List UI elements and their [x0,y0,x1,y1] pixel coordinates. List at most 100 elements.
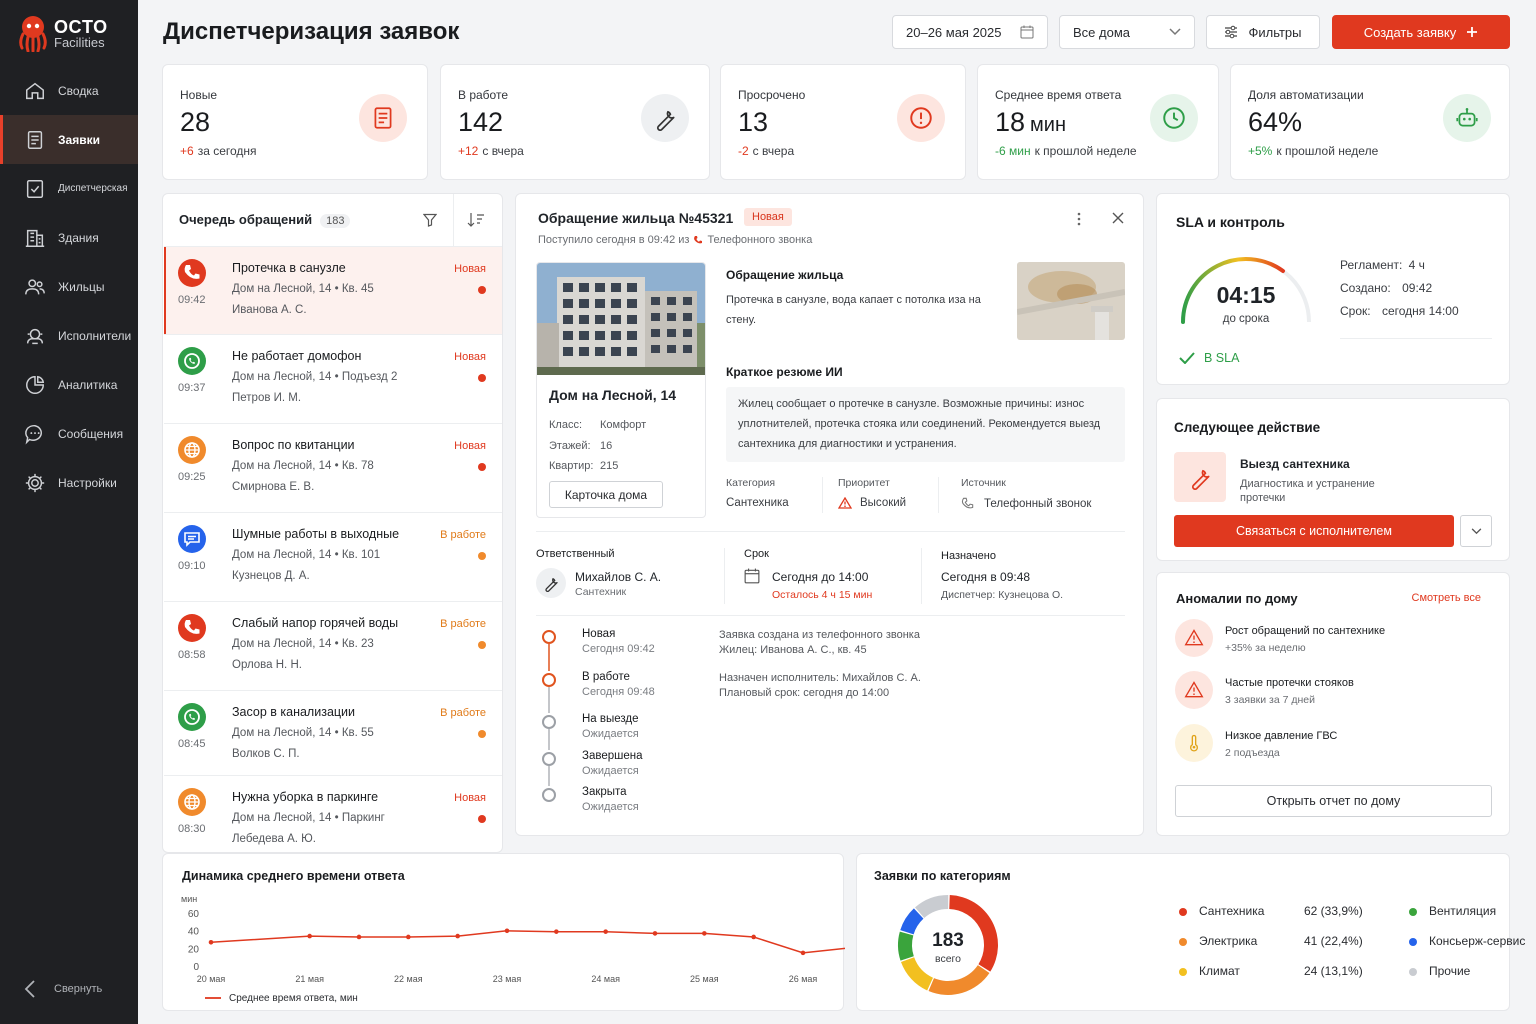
queue-item[interactable]: 08:45 Засор в канализации Дом на Лесной, 1… [164,690,502,775]
checklist-icon [26,179,44,198]
building-photo [537,263,705,375]
queue-item[interactable]: 09:42 Протечка в санузле Дом на Лесной, 14… [164,246,502,334]
data-point [800,950,806,956]
queue-item-address: Дом на Лесной, 14 • Кв. 101 [232,549,381,561]
channel-icon-wrap [178,525,206,553]
queue-item-time: 09:42 [178,294,206,306]
queue-title: Очередь обращений 183 [179,212,351,228]
queue-item[interactable]: 09:10 Шумные работы в выходные Дом на Лесн… [164,512,502,601]
queue-item[interactable]: 09:25 Вопрос по квитанции Дом на Лесной, 1… [164,423,502,512]
contact-executor-button[interactable]: Связаться с исполнителем [1174,515,1454,547]
workers-icon [26,328,44,344]
response-time-chart: Динамика среднего времени ответа мин 0 20 4… [162,853,845,1011]
more-vertical-icon[interactable] [1076,211,1082,227]
nav-item-6[interactable]: Аналитика [0,360,138,409]
legend-value: 62 (33,9%) [1304,904,1363,918]
timeline-step-name: Новая [582,628,616,640]
sidebar: OCTO Facilities Сводка Заявки Диспетчерска… [0,0,138,1024]
kpi-value-number: 13 [738,107,769,137]
anomaly-icon-circle [1175,619,1213,657]
close-icon[interactable] [1112,212,1124,224]
action-more-button[interactable] [1460,515,1492,547]
kpi-card-3[interactable]: Среднее время ответа 18 мин -6 мин к прошлой… [977,64,1219,180]
kpi-card-1[interactable]: В работе 142 +12 с вчера [440,64,710,180]
house-name: Дом на Лесной, 14 [549,387,677,403]
nav-item-8[interactable]: Настройки [0,458,138,507]
octopus-logo-icon [19,16,47,52]
legend-label: Среднее время ответа, мин [229,993,358,1004]
priority-value-row: Высокий [838,497,906,509]
kpi-card-4[interactable]: Доля автоматизации 64% +5% к прошлой неделе [1230,64,1510,180]
nav-item-4[interactable]: Жильцы [0,262,138,311]
see-all-link[interactable]: Смотреть все [1411,592,1481,604]
calendar-icon [744,568,760,584]
sla-status-text: В SLA [1204,351,1240,365]
nav-item-label: Настройки [58,475,117,490]
anomaly-sub: +35% за неделю [1225,642,1306,654]
kpi-delta-text: за сегодня [197,144,257,158]
filter-icon[interactable] [423,213,437,227]
nav-item-label: Аналитика [58,377,118,392]
queue-item-status-dot [478,374,486,382]
data-point [652,931,658,936]
nav-item-0[interactable]: Сводка [0,66,138,115]
responsible-name[interactable]: Михайлов С. А. [575,570,662,584]
chevron-down-icon [1169,28,1181,36]
nav-item-5[interactable]: Исполнители [0,311,138,360]
houses-select[interactable]: Все дома [1059,15,1195,49]
kpi-delta: -6 мин к прошлой неделе [995,144,1137,158]
timeline-dot [542,752,556,766]
kpi-delta: +6 за сегодня [180,144,257,158]
nav-item-7[interactable]: Сообщения [0,409,138,458]
house-card: Дом на Лесной, 14 Класс: Комфорт Этажей: 1… [536,262,706,518]
ticket-source-link[interactable]: Телефонного звонка [707,234,813,246]
house-card-button[interactable]: Карточка дома [549,481,663,508]
data-point [455,933,460,939]
nav-item-label: Жильцы [58,279,105,294]
kpi-icon-circle [1443,94,1491,142]
nav-item-3[interactable]: Здания [0,213,138,262]
phone-icon [184,620,200,634]
filters-label: Фильтры [1248,24,1302,40]
anomaly-item[interactable]: Рост обращений по сантехнике +35% за неде… [1175,619,1495,659]
users-icon [25,278,45,294]
create-ticket-button[interactable]: Создать заявку [1332,15,1510,49]
timeline-desc-line: Жилец: Иванова А. С., кв. 45 [719,644,867,656]
open-report-button[interactable]: Открыть отчет по дому [1175,785,1492,817]
donut-slice [949,895,998,972]
nav-item-2[interactable]: Диспетчерская [0,164,138,213]
kpi-delta-value: +5% [1248,144,1273,158]
house-props: Класс: Комфорт Этажей: 16 Квартир: 215 [549,415,646,477]
floors-label: Этажей: [549,439,591,452]
date-range-picker[interactable]: 20–26 мая 2025 [892,15,1048,49]
queue-item-status-dot [478,463,486,471]
x-tick-label: 22 мая [394,974,423,984]
queue-item[interactable]: 08:30 Нужна уборка в паркинге Дом на Лесно… [164,775,502,852]
legend-value: 41 (22,4%) [1304,934,1363,948]
sort-icon[interactable] [467,212,485,228]
kpi-value: 142 [458,107,503,138]
meta-divider-1 [822,477,823,513]
anomaly-item[interactable]: Частые протечки стояков 3 заявки за 7 дне… [1175,671,1495,711]
filters-button[interactable]: Фильтры [1206,15,1320,49]
donut-slice [928,965,990,995]
next-action-name: Выезд сантехника [1240,457,1350,471]
channel-icon-wrap [178,788,206,816]
timeline-step-time: Ожидается [582,728,639,740]
whatsapp-icon [184,709,200,725]
document-icon [374,107,392,129]
category-label: Категория [726,477,776,489]
channel-icon-wrap [178,703,206,731]
collapse-button[interactable]: Свернуть [24,980,102,998]
logo[interactable]: OCTO Facilities [16,14,108,52]
anomaly-item[interactable]: Низкое давление ГВС 2 подъезда [1175,724,1495,764]
queue-item[interactable]: 09:37 Не работает домофон Дом на Лесной, 1… [164,334,502,423]
queue-item[interactable]: 08:58 Слабый напор горячей воды Дом на Лес… [164,601,502,690]
nav-item-1[interactable]: Заявки [0,115,138,164]
deadline-remaining: Осталось 4 ч 15 мин [772,589,873,601]
kpi-delta-text: с вчера [482,144,524,158]
queue-item-address: Дом на Лесной, 14 • Кв. 23 [232,638,374,650]
data-point [554,929,559,934]
kpi-card-2[interactable]: Просрочено 13 -2 с вчера [720,64,966,180]
kpi-card-0[interactable]: Новые 28 +6 за сегодня [162,64,428,180]
